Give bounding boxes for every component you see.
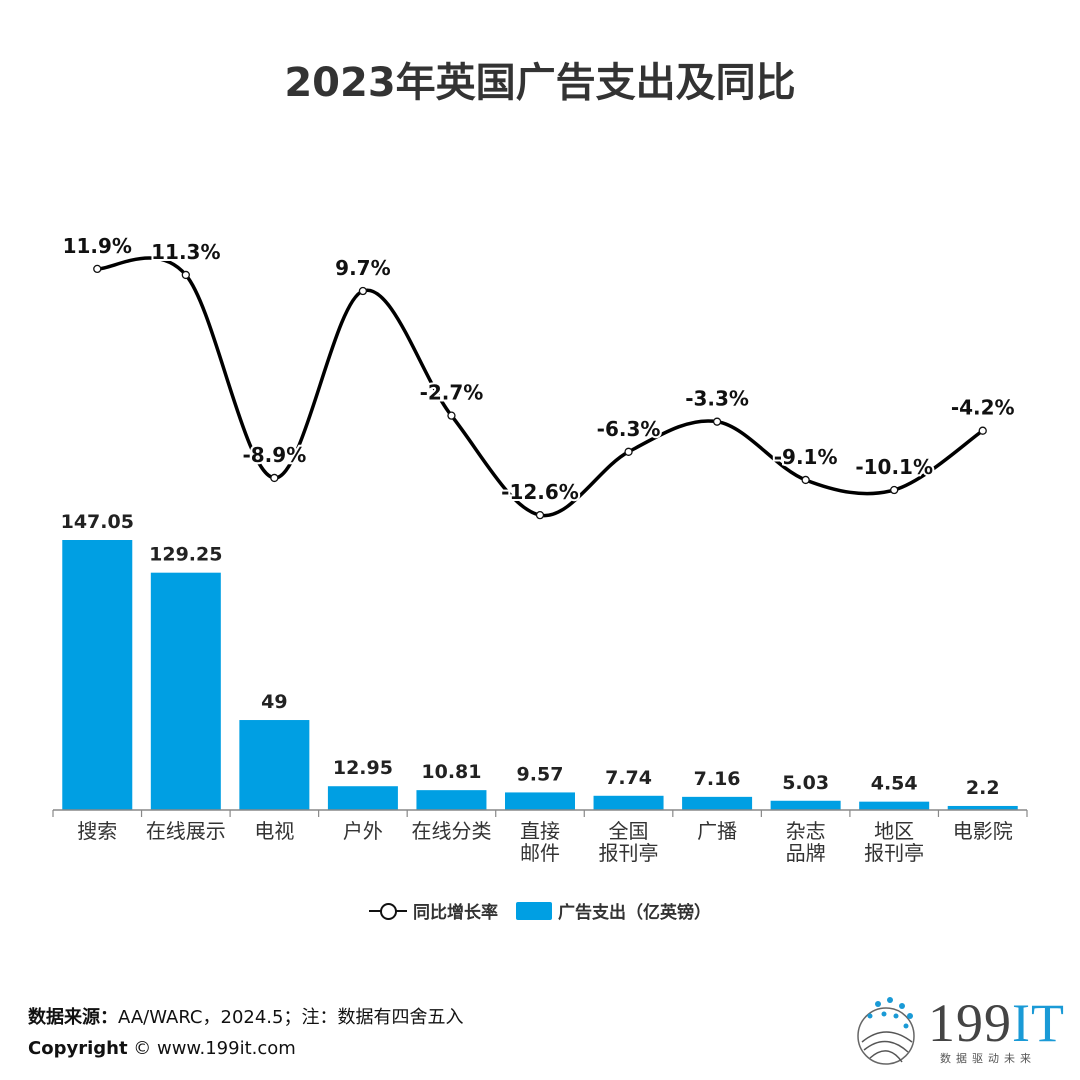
source-label: 数据来源：: [28, 1007, 118, 1028]
growth-point: [624, 447, 633, 456]
growth-point: [890, 485, 899, 495]
logo-accent: IT: [1012, 993, 1065, 1053]
growth-line: [97, 256, 984, 518]
x-tick-label: 杂志: [786, 819, 826, 843]
legend-line-marker-icon: [369, 902, 407, 920]
bar: [947, 805, 1018, 810]
growth-point: [447, 411, 456, 420]
bar: [62, 540, 133, 810]
growth-point: [978, 426, 987, 435]
growth-value-label: -2.7%: [420, 381, 484, 405]
growth-value-label: -8.9%: [242, 443, 306, 467]
bar-value-label: 10.81: [421, 761, 481, 783]
x-tick-label: 报刊亭: [864, 841, 924, 865]
source-note: 数据来源：AA/WARC，2024.5；注：数据有四舍五入: [28, 1003, 463, 1029]
growth-value-label: 11.3%: [151, 240, 220, 264]
logo-tagline: 数据驱动未来: [940, 1052, 1036, 1065]
bar: [505, 792, 575, 810]
legend-spend-label: 广告支出（亿英镑）: [558, 903, 711, 923]
legend-growth-label: 同比增长率: [413, 903, 498, 923]
bar-value-label: 147.05: [61, 511, 134, 533]
growth-point: [535, 510, 545, 520]
growth-point: [712, 417, 722, 426]
legend-item-spend: 广告支出（亿英镑）: [516, 898, 711, 923]
source-text: AA/WARC，2024.5；注：数据有四舍五入: [118, 1007, 464, 1028]
growth-value-label: -6.3%: [597, 417, 661, 441]
bar: [239, 720, 310, 810]
x-tick-label: 电影院: [953, 819, 1013, 843]
copyright-text: © www.199it.com: [127, 1038, 296, 1059]
x-tick-label: 搜索: [77, 819, 117, 843]
legend-bar-swatch-icon: [516, 901, 552, 920]
bar: [416, 790, 487, 810]
x-tick-label: 全国: [609, 819, 649, 843]
bar: [327, 786, 398, 810]
bar-value-label: 2.2: [966, 777, 1000, 799]
growth-point: [181, 270, 190, 280]
bar-value-label: 7.74: [605, 767, 652, 789]
x-tick-label: 品牌: [786, 841, 826, 865]
legend-item-growth: 同比增长率: [369, 898, 498, 923]
growth-point: [270, 473, 279, 483]
bar: [682, 796, 753, 810]
x-tick-label: 在线展示: [146, 819, 226, 843]
bar: [770, 800, 841, 810]
bar-value-label: 7.16: [694, 768, 741, 790]
copyright-note: Copyright © www.199it.com: [28, 1038, 296, 1059]
logo-wordmark: 199IT: [928, 992, 1065, 1054]
x-tick-label: 直接: [520, 819, 560, 843]
growth-point: [93, 264, 102, 274]
growth-value-label: -9.1%: [774, 445, 838, 469]
bar: [859, 801, 930, 810]
x-tick-label: 地区: [874, 819, 914, 843]
bar-value-label: 49: [261, 691, 287, 713]
bar-value-label: 12.95: [333, 757, 393, 779]
growth-value-label: -4.2%: [951, 396, 1015, 420]
brand-logo: 199IT 数据驱动未来: [848, 992, 1064, 1068]
bar: [593, 795, 664, 810]
bar: [150, 572, 221, 810]
network-globe-icon: [857, 997, 915, 1065]
legend: 同比增长率 广告支出（亿英镑）: [0, 898, 1080, 923]
x-tick-label: 邮件: [520, 841, 560, 865]
growth-value-label: -3.3%: [685, 387, 749, 411]
logo-main: 199: [928, 993, 1012, 1053]
x-tick-label: 户外: [343, 819, 383, 843]
x-tick-label: 在线分类: [411, 819, 491, 843]
chart-title: 2023年英国广告支出及同比: [284, 60, 796, 106]
x-tick-label: 电视: [254, 819, 294, 843]
growth-value-label: 11.9%: [63, 234, 132, 258]
bars-layer: 147.05 129.25 49 12.95 10.81 9.57 7.74 7.16 5.03…: [61, 511, 1018, 810]
copyright-label: Copyright: [28, 1038, 128, 1059]
bar-value-label: 4.54: [871, 773, 918, 795]
growth-value-label: -10.1%: [855, 455, 933, 479]
growth-point: [358, 286, 368, 296]
growth-line-layer: 11.9% 11.3% -8.9% 9.7% -2.7% -12.6% -6.3% -3.3%…: [61, 232, 1017, 520]
x-tick-label: 报刊亭: [599, 841, 659, 865]
growth-value-label: 9.7%: [335, 256, 390, 280]
bar-value-label: 5.03: [782, 772, 829, 794]
bar-value-label: 9.57: [517, 763, 564, 785]
growth-value-label: -12.6%: [501, 480, 579, 504]
growth-point: [801, 475, 810, 485]
bar-value-label: 129.25: [149, 544, 222, 566]
x-tick-label: 广播: [697, 819, 737, 843]
